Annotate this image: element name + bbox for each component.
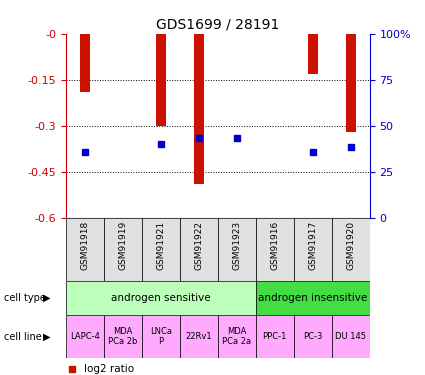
Bar: [180, 217, 218, 281]
Text: cell type: cell type: [4, 293, 46, 303]
Bar: [156, 34, 166, 126]
Text: MDA
PCa 2b: MDA PCa 2b: [108, 327, 138, 346]
Bar: [180, 315, 218, 358]
Bar: [332, 315, 370, 358]
Text: LNCa
P: LNCa P: [150, 327, 172, 346]
Text: LAPC-4: LAPC-4: [70, 332, 100, 341]
Text: GSM91920: GSM91920: [346, 220, 355, 270]
Bar: [346, 34, 355, 132]
Bar: [80, 34, 90, 92]
Bar: [256, 315, 294, 358]
Text: DU 145: DU 145: [335, 332, 366, 341]
Bar: [256, 281, 370, 315]
Bar: [308, 34, 317, 74]
Text: MDA
PCa 2a: MDA PCa 2a: [222, 327, 251, 346]
Text: ▶: ▶: [42, 293, 50, 303]
Bar: [66, 217, 104, 281]
Bar: [142, 217, 180, 281]
Text: cell line: cell line: [4, 332, 42, 342]
Text: GSM91922: GSM91922: [194, 220, 203, 270]
Bar: [256, 217, 294, 281]
Bar: [332, 217, 370, 281]
Text: PPC-1: PPC-1: [263, 332, 287, 341]
Text: 22Rv1: 22Rv1: [185, 332, 212, 341]
Text: PC-3: PC-3: [303, 332, 323, 341]
Text: GSM91923: GSM91923: [232, 220, 241, 270]
Bar: [218, 315, 256, 358]
Bar: [66, 281, 256, 315]
Text: ▶: ▶: [42, 332, 50, 342]
Bar: [294, 315, 332, 358]
Bar: [104, 315, 142, 358]
Text: log2 ratio: log2 ratio: [84, 364, 134, 374]
Bar: [218, 217, 256, 281]
Bar: [66, 315, 104, 358]
Text: androgen insensitive: androgen insensitive: [258, 293, 367, 303]
Bar: [142, 315, 180, 358]
Bar: [294, 217, 332, 281]
Text: GSM91921: GSM91921: [156, 220, 165, 270]
Bar: [194, 34, 204, 184]
Text: GSM91916: GSM91916: [270, 220, 279, 270]
Text: GSM91917: GSM91917: [308, 220, 317, 270]
Text: GSM91919: GSM91919: [118, 220, 127, 270]
Text: GSM91918: GSM91918: [80, 220, 89, 270]
Title: GDS1699 / 28191: GDS1699 / 28191: [156, 17, 280, 31]
Text: androgen sensitive: androgen sensitive: [111, 293, 211, 303]
Bar: [104, 217, 142, 281]
